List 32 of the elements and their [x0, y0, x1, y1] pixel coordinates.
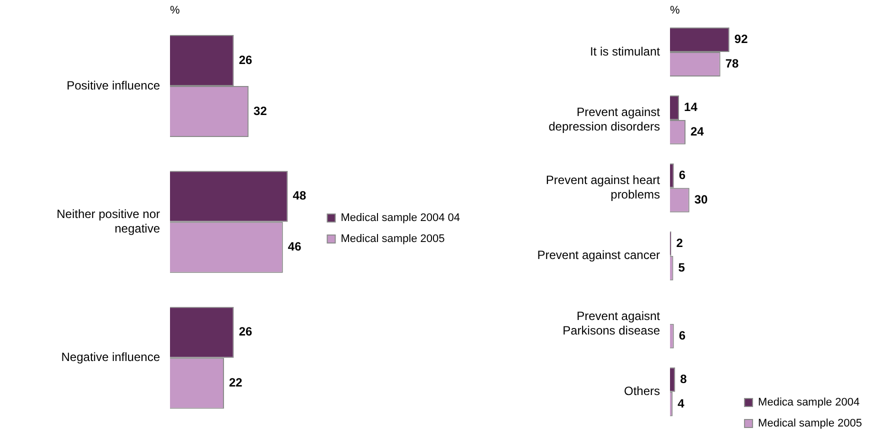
data-label: 32 [254, 104, 268, 118]
data-label: 8 [680, 372, 688, 386]
y-tick-label: Others [624, 384, 660, 398]
data-label: 24 [690, 124, 704, 138]
y-tick-label: Negative influence [61, 350, 160, 364]
data-label: 26 [238, 52, 252, 67]
data-label: 6 [678, 328, 686, 342]
data-label: 78 [725, 56, 740, 71]
x-axis-title: % [670, 4, 680, 17]
data-label: 2 [676, 236, 684, 250]
data-label: 5 [678, 260, 686, 274]
legend-label: Medica sample 2004 [758, 396, 860, 409]
y-tick-label: It is stimulant [590, 44, 661, 58]
y-tick-label: Prevent against cancer [537, 248, 660, 262]
data-label: 4 [678, 396, 685, 410]
y-tick-label: Prevent agaisnt Parkisons disease [562, 308, 661, 338]
data-label: 46 [288, 240, 302, 254]
x-axis-title: % [170, 4, 180, 17]
data-label: 26 [238, 324, 252, 339]
y-tick-label: Neither positive nor negative [56, 207, 160, 236]
y-tick-label: Prevent against depression disorders [548, 105, 661, 134]
data-label: 92 [734, 32, 748, 46]
data-label: 48 [292, 188, 306, 203]
y-tick-label: Prevent against heart problems [546, 173, 661, 202]
data-label: 22 [228, 376, 243, 390]
data-label: 6 [678, 168, 686, 182]
data-label: 30 [694, 192, 708, 206]
y-tick-label: Positive influence [66, 78, 160, 92]
data-label: 14 [684, 100, 698, 114]
legend-label: Medical sample 2005 [340, 233, 445, 246]
legend-label: Medical sample 2004 04 [340, 212, 460, 224]
legend-label: Medical sample 2005 [758, 418, 862, 430]
